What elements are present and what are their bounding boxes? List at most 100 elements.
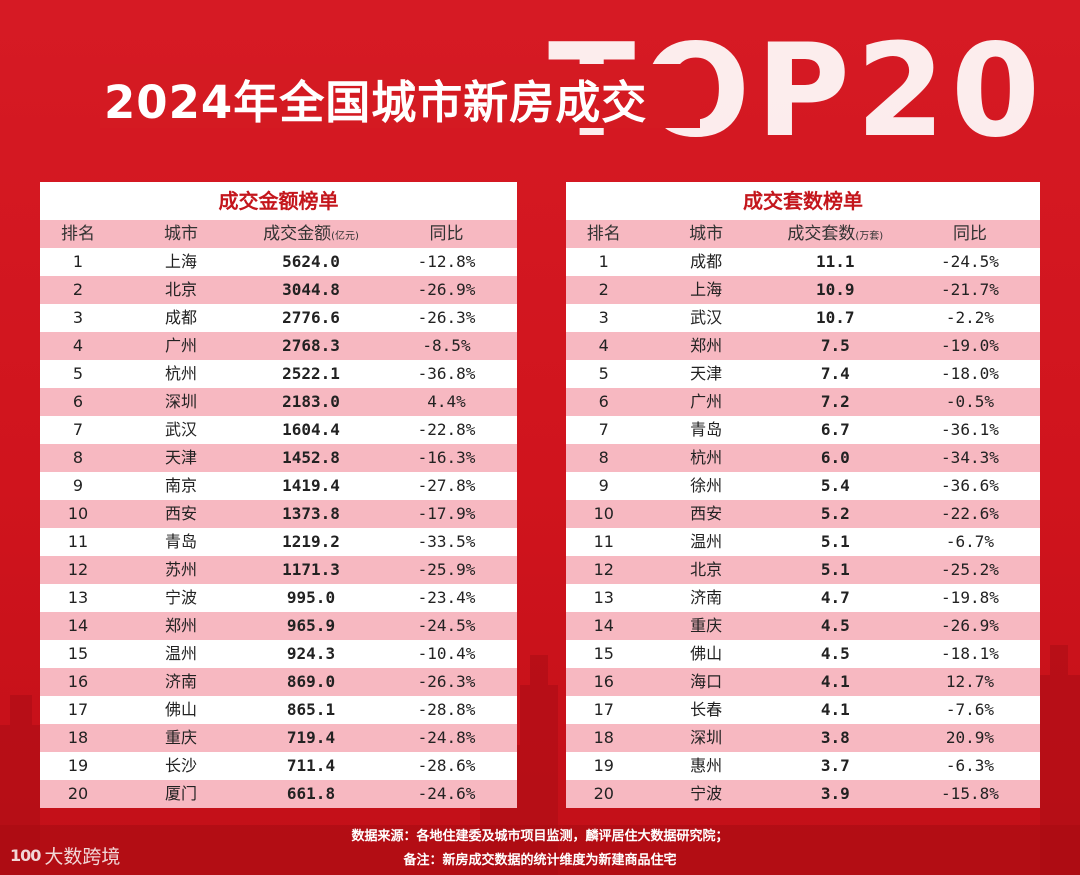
city-cell: 重庆 (164, 728, 197, 747)
city-cell: 成都 (164, 308, 197, 327)
value-cell: 661.8 (286, 784, 336, 803)
table-row: 12 北京 5.1 -25.2% (566, 556, 1040, 584)
city-cell: 青岛 (690, 420, 723, 439)
panel-title: 成交金额榜单 (218, 189, 339, 213)
yoy-cell: -19.0% (941, 336, 999, 355)
city-cell: 天津 (164, 448, 197, 467)
rank-cell: 1 (598, 252, 609, 271)
rank-cell: 9 (598, 476, 609, 495)
table-row: 15 佛山 4.5 -18.1% (566, 640, 1040, 668)
city-cell: 温州 (164, 644, 197, 663)
value-cell: 6.7 (820, 420, 850, 439)
value-cell: 1419.4 (282, 476, 340, 495)
yoy-cell: -15.8% (941, 784, 999, 803)
amount-ranking-panel: 成交金额榜单 排名 城市 成交金额(亿元) 同比 1 上海 5624.0 -12.8%… (40, 182, 517, 808)
value-cell: 10.7 (816, 308, 855, 327)
table-row: 5 天津 7.4 -18.0% (566, 360, 1040, 388)
city-cell: 天津 (690, 364, 723, 383)
header-rank: 排名 (586, 224, 621, 244)
value-cell: 1452.8 (282, 448, 340, 467)
table-row: 19 惠州 3.7 -6.3% (566, 752, 1040, 780)
rank-cell: 8 (598, 448, 609, 467)
table-row: 13 宁波 995.0 -23.4% (40, 584, 517, 612)
panel-title: 成交套数榜单 (743, 189, 863, 213)
city-cell: 徐州 (690, 476, 723, 495)
table-header-row: 排名 城市 成交金额(亿元) 同比 (40, 220, 517, 248)
city-cell: 佛山 (164, 700, 197, 719)
value-cell: 924.3 (286, 644, 336, 663)
value-cell: 3.7 (820, 756, 850, 775)
value-cell: 7.4 (820, 364, 850, 383)
yoy-cell: -7.6% (945, 700, 995, 719)
value-cell: 4.1 (820, 672, 850, 691)
yoy-cell: -18.1% (941, 644, 999, 663)
rank-cell: 10 (67, 504, 89, 523)
table-row: 8 天津 1452.8 -16.3% (40, 444, 517, 472)
table-row: 17 佛山 865.1 -28.8% (40, 696, 517, 724)
yoy-cell: -27.8% (417, 476, 476, 495)
value-cell: 2768.3 (282, 336, 340, 355)
rank-cell: 7 (72, 420, 84, 439)
table-row: 19 长沙 711.4 -28.6% (40, 752, 517, 780)
table-body: 1 成都 11.1 -24.5% 2 上海 10.9 -21.7% 3 武汉 10.7 -2.2% 4 郑… (566, 248, 1040, 808)
rank-cell: 19 (67, 756, 89, 775)
table-row: 5 杭州 2522.1 -36.8% (40, 360, 517, 388)
city-cell: 杭州 (690, 448, 723, 467)
header-amount: 成交金额(亿元) (246, 220, 376, 248)
yoy-cell: -16.3% (417, 448, 476, 467)
rank-cell: 5 (598, 364, 609, 383)
table-row: 9 徐州 5.4 -36.6% (566, 472, 1040, 500)
table-row: 12 苏州 1171.3 -25.9% (40, 556, 517, 584)
value-cell: 3044.8 (282, 280, 340, 299)
city-skyline-background (0, 645, 1080, 875)
city-cell: 广州 (164, 336, 197, 355)
value-cell: 1219.2 (282, 532, 340, 551)
city-cell: 杭州 (164, 364, 197, 383)
yoy-cell: -36.6% (941, 476, 999, 495)
rank-cell: 20 (67, 784, 89, 803)
table-row: 18 深圳 3.8 20.9% (566, 724, 1040, 752)
city-cell: 长沙 (164, 756, 197, 775)
rank-cell: 4 (72, 336, 84, 355)
value-cell: 7.2 (820, 392, 850, 411)
table-row: 10 西安 1373.8 -17.9% (40, 500, 517, 528)
yoy-cell: -36.1% (941, 420, 999, 439)
city-cell: 深圳 (164, 392, 197, 411)
yoy-cell: -8.5% (422, 336, 471, 355)
yoy-cell: -21.7% (941, 280, 999, 299)
city-cell: 郑州 (164, 616, 197, 635)
table-row: 10 西安 5.2 -22.6% (566, 500, 1040, 528)
value-cell: 3.8 (820, 728, 850, 747)
value-cell: 7.5 (820, 336, 850, 355)
table-row: 6 深圳 2183.0 4.4% (40, 388, 517, 416)
yoy-cell: -34.3% (941, 448, 999, 467)
header-amount-label: 成交金额 (263, 224, 332, 244)
city-cell: 北京 (164, 280, 197, 299)
yoy-cell: -25.9% (417, 560, 476, 579)
city-cell: 长春 (690, 700, 723, 719)
rank-cell: 3 (598, 308, 609, 327)
rank-cell: 16 (67, 672, 89, 691)
city-cell: 成都 (690, 252, 723, 271)
header-yoy: 同比 (429, 224, 464, 244)
yoy-cell: -28.6% (417, 756, 476, 775)
yoy-cell: -0.5% (945, 392, 995, 411)
rank-cell: 10 (593, 504, 614, 523)
city-cell: 西安 (164, 504, 197, 523)
value-cell: 2522.1 (282, 364, 340, 383)
yoy-cell: -36.8% (417, 364, 476, 383)
table-row: 16 济南 869.0 -26.3% (40, 668, 517, 696)
table-row: 11 青岛 1219.2 -33.5% (40, 528, 517, 556)
rank-cell: 8 (72, 448, 84, 467)
city-cell: 宁波 (690, 784, 723, 803)
rank-cell: 19 (593, 756, 614, 775)
table-body: 1 上海 5624.0 -12.8% 2 北京 3044.8 -26.9% 3 成都 2776.6 -… (40, 248, 517, 808)
value-cell: 5624.0 (282, 252, 340, 271)
city-cell: 广州 (690, 392, 723, 411)
yoy-cell: -26.3% (417, 308, 476, 327)
value-cell: 4.7 (820, 588, 850, 607)
yoy-cell: 20.9% (945, 728, 995, 747)
header-city: 城市 (164, 224, 198, 244)
table-row: 14 重庆 4.5 -26.9% (566, 612, 1040, 640)
value-cell: 5.2 (820, 504, 850, 523)
